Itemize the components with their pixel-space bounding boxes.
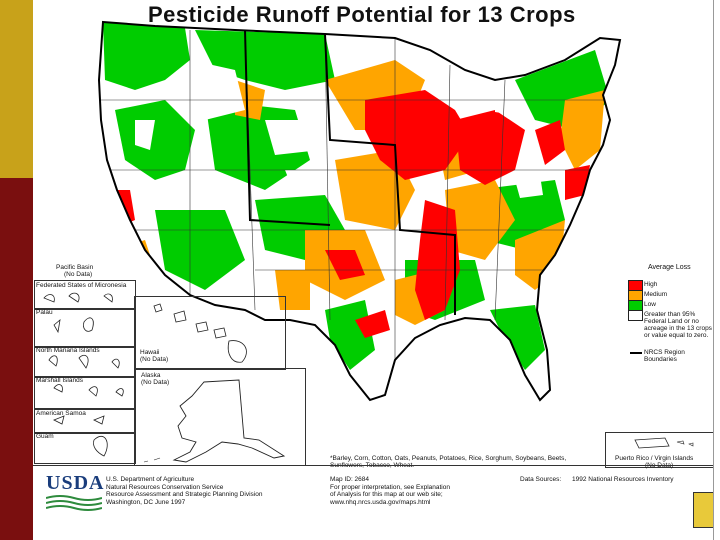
- map-title: Pesticide Runoff Potential for 13 Crops: [148, 2, 576, 27]
- inset-palau: [34, 308, 136, 348]
- map-id-line-2: For proper interpretation, see Explanati…: [330, 483, 450, 491]
- data-sources-value: 1992 National Resources Inventory: [572, 476, 674, 483]
- legend-boundary-line: [630, 352, 642, 354]
- slide-accent-gold: [0, 0, 33, 178]
- inset-north-mariana: [34, 346, 136, 378]
- agency-line-1: U.S. Department of Agriculture: [106, 476, 195, 483]
- hawaii-no-data: (No Data): [140, 356, 169, 363]
- map-id-text: Map ID: 2684 For proper interpretation, …: [330, 476, 450, 506]
- legend-title: Average Loss: [648, 264, 691, 271]
- footer-divider: [33, 465, 714, 466]
- inset-american-samoa: [34, 408, 136, 434]
- north-mariana-label: North Mariana Islands: [36, 347, 100, 354]
- map-id-line-3: of Analysis for this map at our web site…: [330, 491, 443, 498]
- alaska-shape: [143, 379, 286, 463]
- usda-logo: USDA: [46, 472, 105, 494]
- inset-micronesia: [34, 280, 136, 310]
- agency-text: U.S. Department of Agriculture Natural R…: [106, 476, 262, 506]
- inset-hawaii: [134, 296, 286, 370]
- inset-guam: [34, 432, 136, 464]
- marshall-label: Marshall Islands: [36, 377, 83, 384]
- guam-label: Guam: [36, 433, 54, 440]
- slide-accent-maroon: [0, 178, 33, 540]
- legend-label-high: High: [644, 281, 658, 288]
- alaska-label: Alaska: [141, 372, 161, 379]
- inset-marshall: [34, 376, 136, 410]
- legend-label-low: Low: [644, 301, 656, 308]
- alaska-no-data: (No Data): [141, 379, 170, 386]
- micronesia-label: Federated States of Micronesia: [36, 282, 127, 289]
- pacific-islands-shapes: [43, 292, 124, 457]
- conterminous-us-map: [97, 20, 622, 402]
- legend-boundary-label: NRCS Region Boundaries: [644, 349, 685, 363]
- legend-swatch-none: [628, 310, 643, 321]
- pacific-basin-label: Pacific Basin: [56, 264, 94, 271]
- nrcs-icon: [693, 492, 715, 528]
- hawaii-islands: [153, 303, 247, 363]
- hawaii-label: Hawaii: [140, 349, 160, 356]
- agency-line-3: Resource Assessment and Strategic Planni…: [106, 491, 263, 498]
- usda-logo-waves: [46, 495, 102, 511]
- agency-line-4: Washington, DC June 1997: [106, 498, 186, 506]
- puerto-rico-label: Puerto Rico / Virgin Islands: [615, 455, 694, 462]
- pacific-basin-no-data: (No Data): [64, 271, 93, 278]
- data-sources-label: Data Sources:: [520, 476, 562, 483]
- puerto-rico-shape: [634, 437, 694, 449]
- american-samoa-label: American Samoa: [36, 410, 86, 417]
- slide-right-edge: [713, 0, 720, 540]
- map-id-line-1: Map ID: 2684: [330, 476, 370, 483]
- palau-label: Palau: [36, 309, 53, 316]
- crops-footnote: *Barley, Corn, Cotton, Oats, Peanuts, Po…: [330, 455, 567, 469]
- legend-label-none: Greater than 95% Federal Land or no acre…: [644, 311, 712, 339]
- agency-line-2: Natural Resources Conservation Service: [106, 483, 224, 491]
- map-id-line-4: www.nhq.nrcs.usda.gov/maps.html: [330, 498, 431, 506]
- legend-label-medium: Medium: [644, 291, 668, 298]
